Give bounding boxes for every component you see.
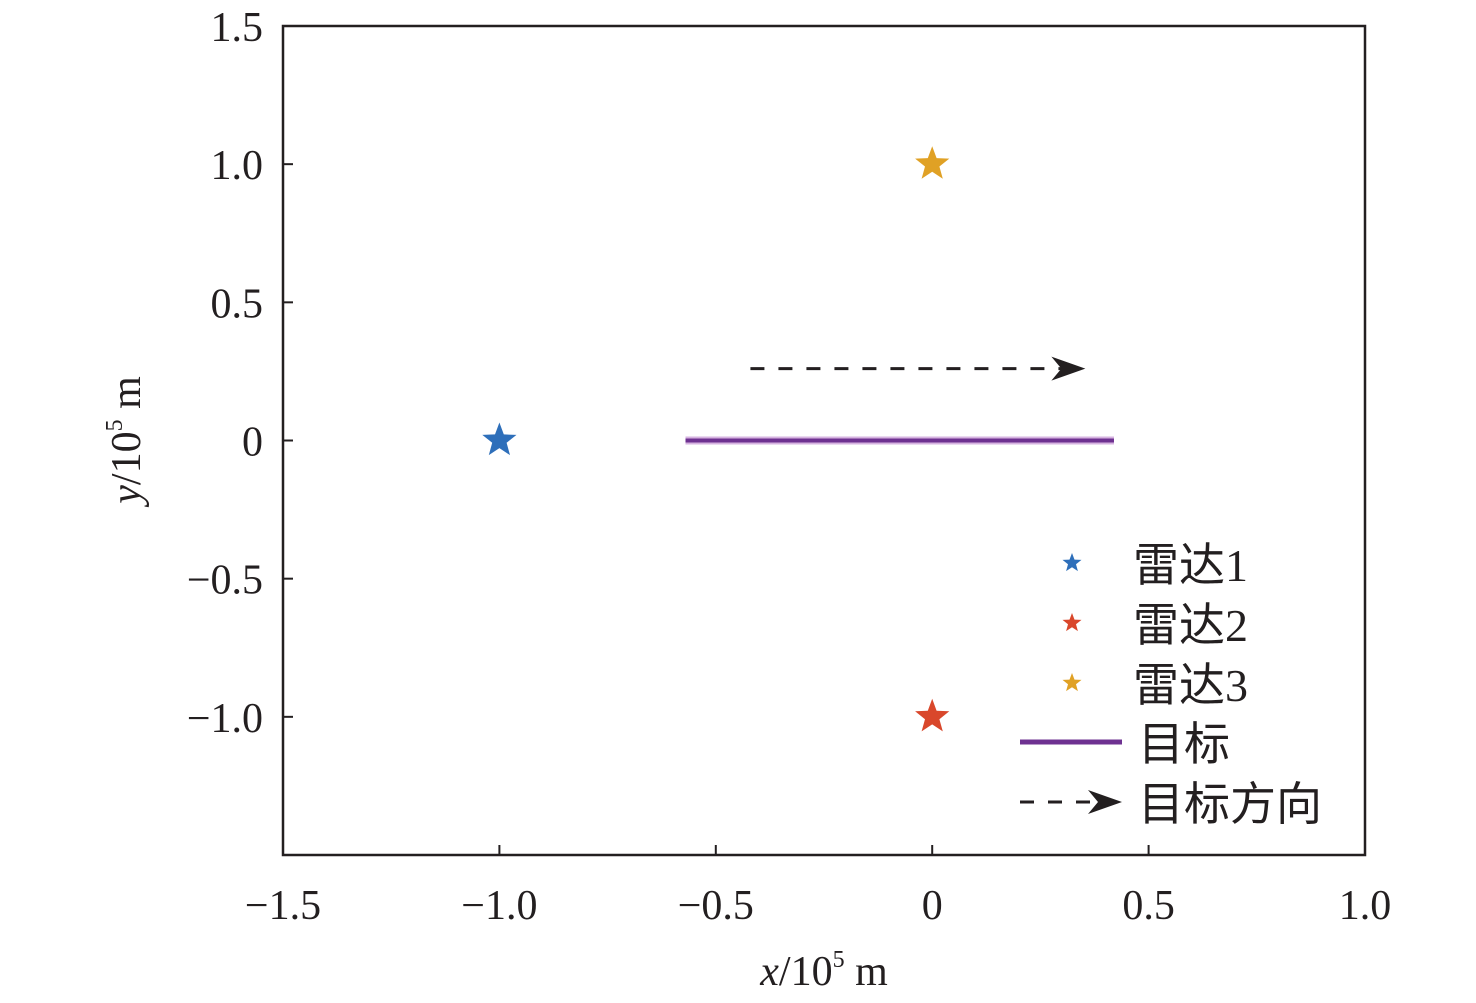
x-tick-label: −0.5 — [678, 883, 754, 929]
radar-star-marker-2 — [915, 698, 950, 732]
legend-label-target: 目标 — [1138, 719, 1230, 770]
direction-arrow-head — [1051, 356, 1086, 381]
x-axis-label: x/105 m — [759, 947, 888, 995]
legend-label-1: 雷达1 — [1133, 540, 1248, 591]
legend-star-icon-1 — [1062, 553, 1082, 572]
legend-arrow-icon — [1020, 790, 1122, 814]
y-tick-label: 0 — [242, 420, 263, 466]
target-direction-arrow — [750, 356, 1086, 381]
x-tick-label: 0.5 — [1122, 883, 1175, 929]
radar-star-marker-3 — [915, 146, 950, 179]
y-tick-label: 1.5 — [211, 5, 264, 51]
y-tick-label: −0.5 — [187, 558, 263, 604]
y-tick-label: 0.5 — [211, 281, 264, 327]
legend-label-direction: 目标方向 — [1138, 779, 1322, 830]
x-tick-label: −1.5 — [245, 883, 321, 929]
legend-label-2: 雷达2 — [1133, 600, 1248, 651]
y-tick-label: 1.0 — [211, 143, 264, 189]
legend-star-icon-2 — [1062, 613, 1082, 632]
x-tick-label: −1.0 — [461, 883, 537, 929]
x-tick-label: 1.0 — [1339, 883, 1392, 929]
legend-label-3: 雷达3 — [1133, 660, 1248, 711]
legend-star-icon-3 — [1062, 673, 1082, 692]
legend-arrow-head — [1088, 790, 1122, 814]
y-axis-label: y/105 m — [102, 376, 150, 508]
x-tick-label: 0 — [922, 883, 943, 929]
y-tick-label: −1.0 — [187, 696, 263, 742]
radar-star-marker-1 — [482, 422, 517, 456]
